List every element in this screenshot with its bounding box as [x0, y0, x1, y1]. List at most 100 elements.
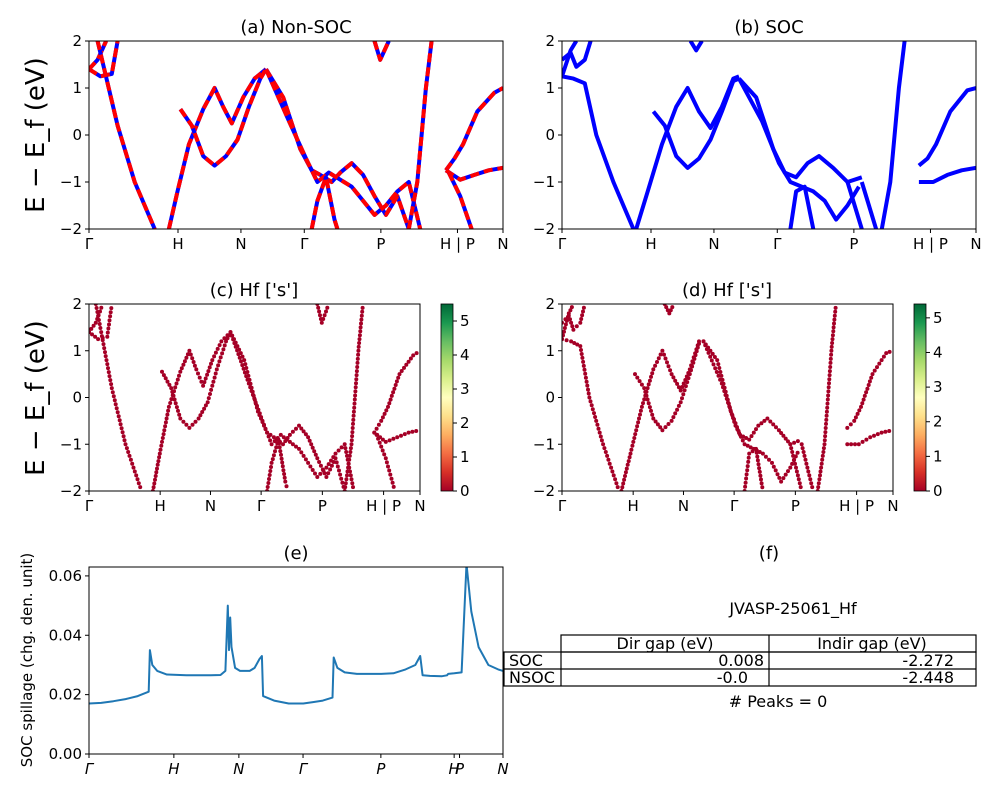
projection-point — [597, 430, 602, 435]
projection-point — [828, 356, 833, 361]
projection-point — [589, 403, 594, 408]
projection-point — [267, 473, 272, 477]
projection-point — [376, 436, 381, 441]
projection-point — [637, 416, 641, 421]
projection-point — [569, 339, 574, 344]
projection-point — [281, 442, 285, 447]
projection-point — [887, 349, 892, 354]
projection-point — [299, 426, 304, 431]
projection-point — [639, 382, 644, 387]
panel-d-colorbar — [913, 303, 927, 492]
projection-point — [380, 448, 385, 453]
projection-point — [388, 472, 393, 477]
projection-point — [192, 363, 197, 368]
projection-point — [794, 469, 799, 474]
band-line-nonsoc — [372, 41, 391, 62]
projection-point — [831, 329, 836, 334]
projection-point — [351, 409, 356, 414]
y-tick-label: 1 — [545, 342, 555, 360]
projection-point — [355, 365, 360, 369]
projection-point — [343, 446, 348, 451]
projection-point — [246, 381, 251, 386]
projection-point — [121, 434, 126, 439]
projection-point — [326, 462, 331, 467]
projection-point — [570, 324, 575, 329]
colorbar-tick-label: 1 — [933, 447, 943, 465]
x-tick-label: H | P — [839, 497, 874, 515]
y-tick-label: 2 — [72, 32, 82, 50]
projection-point — [203, 376, 208, 381]
projection-point — [689, 368, 693, 373]
projection-point — [191, 360, 196, 364]
projection-point — [632, 436, 637, 440]
projection-point — [321, 317, 326, 321]
projection-point — [691, 360, 696, 365]
projection-point — [580, 313, 585, 318]
projection-point — [374, 432, 379, 437]
projection-point — [205, 400, 210, 405]
projection-point — [334, 460, 339, 465]
projection-point — [102, 346, 107, 351]
projection-point — [599, 438, 604, 443]
projection-point — [290, 442, 295, 447]
projection-point — [675, 381, 680, 386]
x-tick-label: Γ — [85, 497, 94, 515]
projection-point — [358, 329, 363, 334]
projection-point — [633, 432, 638, 437]
y-tick-label: 0 — [72, 389, 82, 407]
projection-point — [356, 348, 361, 353]
projection-point — [817, 477, 822, 482]
projection-point — [351, 417, 356, 422]
projection-point — [856, 442, 861, 447]
projection-point — [795, 450, 800, 455]
projection-point — [775, 472, 780, 477]
projection-point — [217, 359, 222, 364]
projection-point — [123, 442, 128, 447]
projection-point — [113, 402, 118, 407]
x-tick-label: N — [497, 235, 508, 253]
projection-point — [256, 407, 261, 412]
projection-point — [267, 477, 271, 481]
projection-point — [359, 313, 364, 318]
projection-point — [224, 339, 228, 344]
projection-point — [163, 420, 168, 425]
colorbar-tick-label: 5 — [933, 309, 943, 327]
projection-point — [184, 422, 189, 427]
x-tick-label: P — [455, 760, 465, 778]
projection-point — [383, 456, 388, 461]
projection-point — [350, 426, 355, 430]
y-tick-label: 1 — [545, 79, 555, 97]
projection-point — [152, 481, 157, 486]
projection-point — [287, 432, 292, 437]
panel-c-ylabel: E − E_f (eV) — [21, 320, 51, 476]
colorbar-tick-label: 2 — [933, 413, 943, 431]
projection-point — [801, 450, 806, 454]
band-line — [562, 41, 579, 77]
projection-point — [681, 392, 686, 397]
projection-point — [737, 431, 742, 435]
projection-point — [745, 443, 750, 448]
projection-point — [93, 334, 98, 339]
colorbar-tick-label: 2 — [460, 414, 470, 432]
projection-point — [743, 484, 748, 489]
projection-point — [250, 392, 255, 397]
projection-point — [859, 404, 863, 409]
projection-point — [283, 479, 288, 484]
projection-point — [322, 313, 327, 318]
projection-point — [655, 422, 660, 427]
projection-point — [783, 436, 788, 441]
projection-point — [117, 418, 122, 423]
projection-point — [564, 338, 569, 343]
projection-point — [586, 387, 590, 392]
projection-point — [379, 444, 384, 449]
projection-point — [356, 352, 361, 357]
y-tick-label: 0.02 — [49, 686, 82, 704]
projection-point — [353, 393, 358, 398]
projection-point — [329, 458, 333, 463]
projection-point — [308, 464, 313, 469]
projection-point — [804, 461, 809, 466]
projection-point — [208, 392, 212, 396]
projection-point — [105, 330, 110, 335]
projection-point — [823, 434, 828, 439]
projection-point — [282, 472, 287, 476]
